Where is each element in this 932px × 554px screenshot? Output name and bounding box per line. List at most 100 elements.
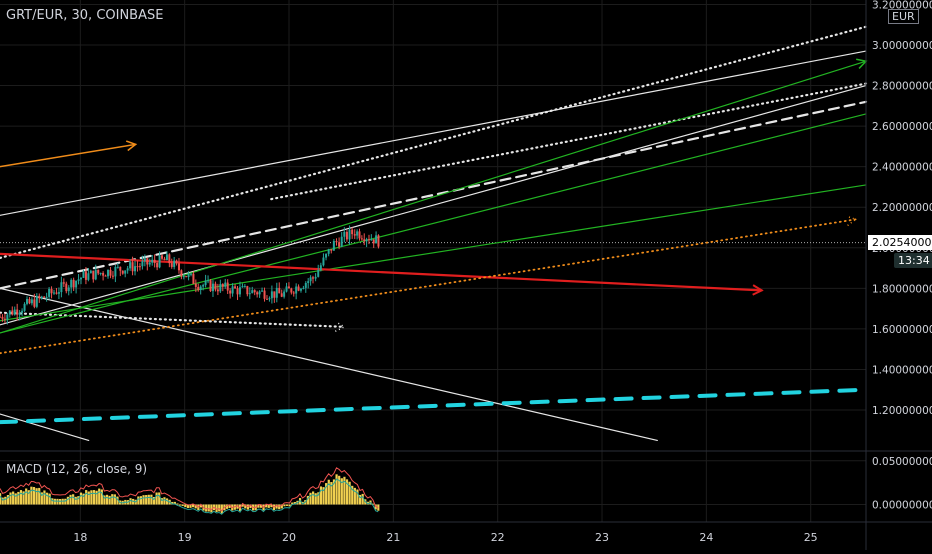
candle-body: [197, 286, 200, 291]
candle-body: [156, 263, 159, 268]
macd-histogram-bar: [194, 504, 197, 509]
candle-body: [40, 296, 43, 299]
candle-body: [136, 266, 139, 268]
candle-body: [202, 285, 205, 287]
candle-body: [67, 287, 70, 292]
macd-histogram-bar: [14, 493, 17, 505]
candle-body: [238, 287, 241, 295]
candle-body: [322, 257, 325, 266]
price-tick-label: 2.40000000: [872, 162, 932, 174]
price-tick-label: 2.60000000: [872, 121, 932, 133]
candle-body: [248, 293, 251, 295]
candle-body: [119, 266, 122, 271]
macd-histogram-bar: [356, 489, 359, 505]
price-tick-label: 2.80000000: [872, 81, 932, 93]
time-tick-label: 23: [595, 531, 609, 544]
candle-body: [33, 299, 36, 307]
macd-histogram-bar: [103, 495, 106, 505]
macd-histogram-bar: [171, 501, 174, 505]
macd-histogram-bar: [4, 496, 7, 505]
time-tick-label: 24: [699, 531, 713, 544]
macd-histogram-bar: [288, 504, 291, 507]
candle-body: [168, 254, 171, 264]
macd-histogram-bar: [152, 496, 156, 505]
candle-body: [317, 270, 320, 277]
macd-histogram-bar: [158, 492, 161, 505]
candle-body: [270, 291, 273, 299]
candle-body: [302, 287, 305, 289]
candle-body: [131, 262, 134, 272]
candle-body: [72, 279, 75, 288]
macd-histogram-bar: [348, 481, 351, 505]
candle-body: [219, 283, 222, 292]
candle-body: [204, 280, 207, 286]
macd-histogram-bar: [77, 496, 80, 505]
candle-body: [26, 299, 29, 304]
macd-histogram-bar: [100, 489, 103, 505]
macd-histogram-bar: [338, 475, 341, 505]
candle-body: [143, 258, 146, 262]
candle-body: [261, 290, 264, 292]
candle-body: [253, 290, 256, 293]
arrowhead-white-dotted-arrow: [335, 321, 346, 332]
trendline-cyan-dashed: [0, 387, 868, 425]
candle-body: [80, 277, 83, 280]
macd-histogram-bar: [25, 488, 28, 505]
candle-body: [6, 314, 9, 320]
candle-body: [285, 286, 288, 292]
candle-body: [236, 288, 239, 295]
candle-body: [75, 280, 78, 288]
price-tick-label: 1.60000000: [872, 324, 932, 336]
macd-histogram-bar: [43, 490, 46, 505]
candle-body: [343, 231, 346, 237]
macd-histogram-bar: [0, 493, 2, 505]
candle-body: [280, 293, 283, 297]
candle-body: [365, 239, 368, 242]
candle-body: [330, 249, 333, 251]
macd-histogram-bar: [207, 504, 210, 512]
candle-body: [290, 288, 293, 293]
candle-body: [165, 254, 168, 261]
candle-body: [372, 239, 375, 244]
candle-body: [180, 270, 183, 277]
candle-body: [258, 291, 261, 295]
macd-histogram-bar: [192, 504, 195, 508]
macd-histogram-bar: [218, 504, 221, 512]
currency-label: EUR: [888, 9, 919, 24]
candle-body: [60, 282, 63, 293]
macd-histogram-bar: [184, 504, 187, 508]
candle-body: [38, 295, 41, 299]
macd-histogram-bar: [74, 496, 77, 505]
candle-body: [153, 259, 156, 264]
macd-histogram-bar: [6, 494, 10, 505]
candle-body: [216, 289, 219, 292]
macd-histogram-bar: [22, 491, 25, 505]
candle-body: [146, 258, 149, 265]
candle-body: [124, 270, 127, 274]
macd-histogram-bar: [259, 504, 263, 508]
macd-histogram-bar: [317, 492, 320, 505]
time-tick-label: 21: [386, 531, 400, 544]
candle-body: [231, 286, 234, 294]
trendline-green-3: [0, 184, 867, 322]
candle-body: [256, 292, 259, 295]
macd-legend[interactable]: MACD (12, 26, close, 9): [6, 462, 148, 476]
macd-histogram-bar: [176, 503, 179, 505]
macd-histogram-bar: [87, 491, 90, 505]
macd-histogram-bar: [215, 504, 218, 512]
candle-body: [1, 316, 4, 319]
symbol-title[interactable]: GRT/EUR, 30, COINBASE: [6, 8, 164, 23]
trendlines: [0, 25, 868, 442]
candle-body: [48, 288, 51, 297]
macd-histogram-bar: [53, 498, 56, 505]
macd-histogram-bar: [275, 504, 278, 509]
trendline-white-dotted-upper: [0, 25, 868, 260]
macd-histogram-bar: [265, 504, 268, 508]
candle-body: [265, 298, 268, 300]
macd-histogram-bar: [85, 490, 88, 505]
macd-histogram-bar: [48, 493, 51, 505]
macd-histogram-bar: [306, 495, 309, 505]
macd-histogram-bar: [98, 488, 101, 505]
